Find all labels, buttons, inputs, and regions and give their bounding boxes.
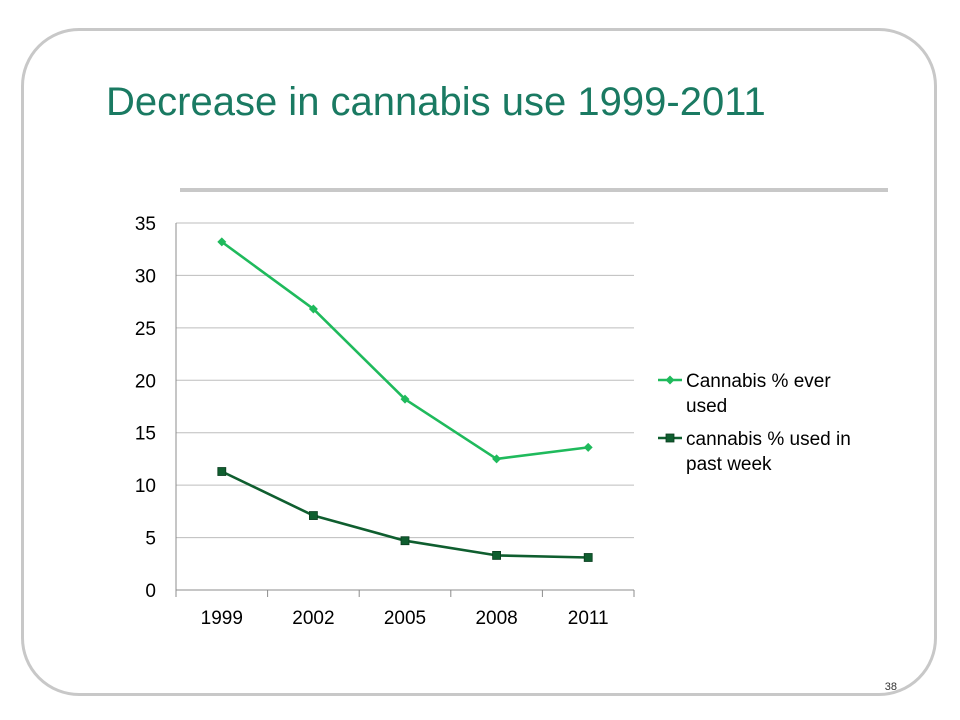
series-1-point-2008 [492, 454, 502, 464]
slide-frame [21, 28, 937, 696]
y-tick-label-5: 5 [145, 529, 156, 550]
x-tick-label-2005: 2005 [384, 608, 426, 629]
series-lines [217, 237, 593, 562]
legend: Cannabis % ever used cannabis % used in pas… [658, 371, 851, 475]
y-tick-label-35: 35 [135, 214, 156, 235]
series-1-point-2002 [308, 304, 318, 314]
y-tick-label-20: 20 [135, 371, 156, 392]
gridlines [176, 222, 634, 539]
series-2-point-1999 [217, 467, 227, 476]
series-line-1 [221, 240, 589, 461]
legend-label-2-line-2: past week [686, 454, 772, 475]
series-1-point-2011 [583, 442, 593, 452]
series-2-point-2008 [492, 550, 502, 560]
x-tick-label-2011: 2011 [568, 608, 609, 629]
y-tick-label-25: 25 [135, 319, 156, 340]
legend-label-1-line-2: used [686, 396, 727, 417]
y-tick-label-0: 0 [145, 581, 156, 602]
x-tick-label-2008: 2008 [475, 608, 517, 629]
series-2-point-2002 [308, 511, 318, 520]
slide-title: Decrease in cannabis use 1999-2011 [106, 80, 766, 124]
legend-marker-2 [665, 433, 675, 443]
series-2-point-2011 [583, 553, 593, 562]
x-tick-label-2002: 2002 [292, 608, 334, 629]
series-2-point-2005 [400, 536, 410, 546]
legend-label-2-line-1: cannabis % used in [686, 429, 851, 450]
page-number: 38 [884, 681, 897, 693]
axes: 0 5 10 15 20 25 30 35 1999 2002 2005 2008 2011 [135, 214, 635, 629]
y-tick-label-10: 10 [135, 476, 156, 497]
legend-label-1-line-1: Cannabis % ever [686, 371, 831, 392]
series-1-point-1999 [217, 237, 227, 247]
x-tick-label-1999: 1999 [201, 608, 243, 629]
legend-marker-1 [665, 375, 675, 385]
series-1-point-2005 [400, 394, 410, 404]
y-tick-label-15: 15 [135, 424, 156, 445]
y-tick-label-30: 30 [135, 266, 156, 287]
title-divider [180, 188, 888, 192]
